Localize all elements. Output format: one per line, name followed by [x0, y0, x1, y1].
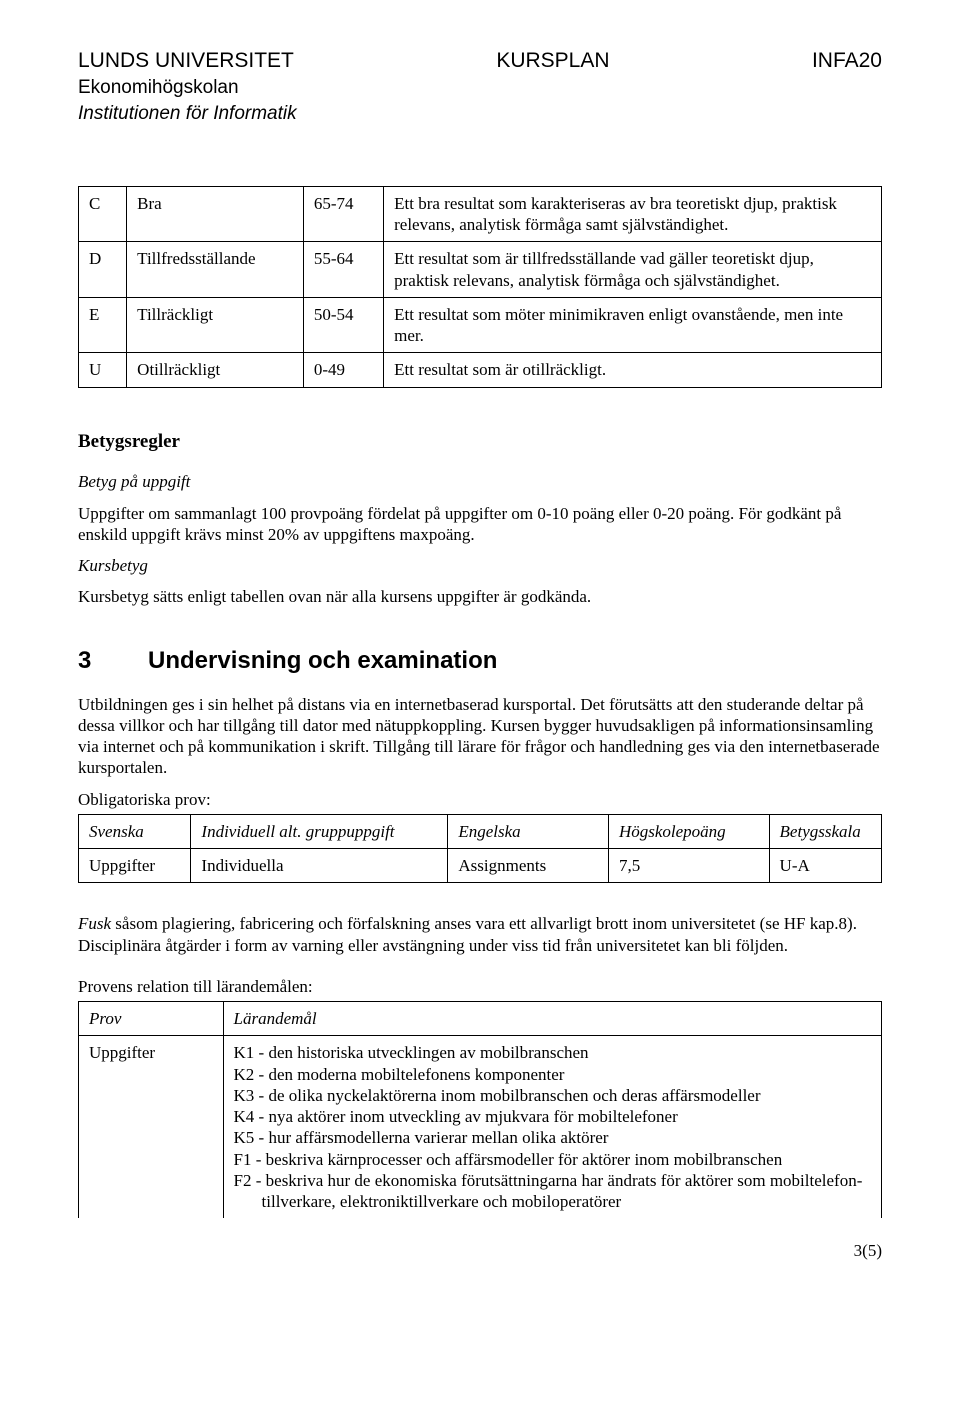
relations-label: Provens relation till lärandemålen: [78, 976, 882, 997]
goal-item: K5 - hur affärsmodellerna varierar mella… [234, 1127, 871, 1148]
oblig-h1: Svenska [79, 814, 191, 848]
header-left: LUNDS UNIVERSITET [78, 48, 294, 74]
header-center: KURSPLAN [496, 48, 609, 74]
oblig-c4: 7,5 [608, 849, 769, 883]
goal-item: F2 - beskriva hur de ekonomiska förutsät… [234, 1170, 871, 1191]
grade-range: 50-54 [303, 297, 383, 353]
header-sub1: Ekonomihögskolan [78, 76, 882, 100]
grade-desc: Ett resultat som är tillfredsställande v… [384, 242, 882, 298]
fusk-rest: såsom plagiering, fabricering och förfal… [78, 914, 857, 954]
grade-name: Tillräckligt [127, 297, 304, 353]
goal-item: K2 - den moderna mobiltelefonens kompone… [234, 1064, 871, 1085]
page-header: LUNDS UNIVERSITET KURSPLAN INFA20 [78, 48, 882, 74]
table-row: UOtillräckligt0-49Ett resultat som är ot… [79, 353, 882, 387]
rel-goals-cell: K1 - den historiska utvecklingen av mobi… [223, 1036, 881, 1219]
header-sub2: Institutionen för Informatik [78, 102, 882, 126]
fusk-lead: Fusk [78, 914, 111, 933]
grade-desc: Ett resultat som är otillräckligt. [384, 353, 882, 387]
goal-item: K1 - den historiska utvecklingen av mobi… [234, 1042, 871, 1063]
table-row: ETillräckligt50-54Ett resultat som möter… [79, 297, 882, 353]
oblig-h4: Högskolepoäng [608, 814, 769, 848]
section-3-heading: 3 Undervisning och examination [78, 646, 882, 676]
betygsregler-title: Betygsregler [78, 430, 882, 454]
relations-table: Prov Lärandemål Uppgifter K1 - den histo… [78, 1001, 882, 1218]
oblig-h5: Betygsskala [769, 814, 881, 848]
obligatoriska-label: Obligatoriska prov: [78, 789, 882, 810]
grades-table: CBra65-74Ett bra resultat som karakteris… [78, 186, 882, 388]
betygsregler-sub2: Kursbetyg [78, 555, 882, 576]
oblig-c1: Uppgifter [79, 849, 191, 883]
fusk-paragraph: Fusk såsom plagiering, fabricering och f… [78, 913, 882, 956]
goal-item: K3 - de olika nyckelaktörerna inom mobil… [234, 1085, 871, 1106]
rel-h2: Lärandemål [223, 1002, 881, 1036]
grade-desc: Ett resultat som möter minimikraven enli… [384, 297, 882, 353]
rel-prov: Uppgifter [79, 1036, 224, 1219]
page-number: 3(5) [78, 1240, 882, 1261]
grade-letter: C [79, 186, 127, 242]
grade-letter: E [79, 297, 127, 353]
oblig-c2: Individuella [191, 849, 448, 883]
betygsregler-sub1: Betyg på uppgift [78, 471, 882, 492]
betygsregler-p1: Uppgifter om sammanlagt 100 provpoäng fö… [78, 503, 882, 546]
oblig-h3: Engelska [448, 814, 609, 848]
section-3-number: 3 [78, 646, 148, 676]
rel-h1: Prov [79, 1002, 224, 1036]
goal-item: K4 - nya aktörer inom utveckling av mjuk… [234, 1106, 871, 1127]
grade-letter: U [79, 353, 127, 387]
table-row: DTillfredsställande55-64Ett resultat som… [79, 242, 882, 298]
table-row: CBra65-74Ett bra resultat som karakteris… [79, 186, 882, 242]
grade-range: 65-74 [303, 186, 383, 242]
grade-range: 0-49 [303, 353, 383, 387]
grade-range: 55-64 [303, 242, 383, 298]
obligatoriska-table: Svenska Individuell alt. gruppuppgift En… [78, 814, 882, 884]
grade-name: Otillräckligt [127, 353, 304, 387]
oblig-h2: Individuell alt. gruppuppgift [191, 814, 448, 848]
grade-desc: Ett bra resultat som karakteriseras av b… [384, 186, 882, 242]
betygsregler-p2: Kursbetyg sätts enligt tabellen ovan när… [78, 586, 882, 607]
grade-name: Tillfredsställande [127, 242, 304, 298]
header-right: INFA20 [812, 48, 882, 74]
grade-name: Bra [127, 186, 304, 242]
oblig-c5: U-A [769, 849, 881, 883]
grade-letter: D [79, 242, 127, 298]
section-3-title: Undervisning och examination [148, 646, 497, 676]
goal-item-cont: tillverkare, elektroniktillverkare och m… [234, 1191, 871, 1212]
goal-item: F1 - beskriva kärnprocesser och affärsmo… [234, 1149, 871, 1170]
oblig-c3: Assignments [448, 849, 609, 883]
section-3-p1: Utbildningen ges i sin helhet på distans… [78, 694, 882, 779]
